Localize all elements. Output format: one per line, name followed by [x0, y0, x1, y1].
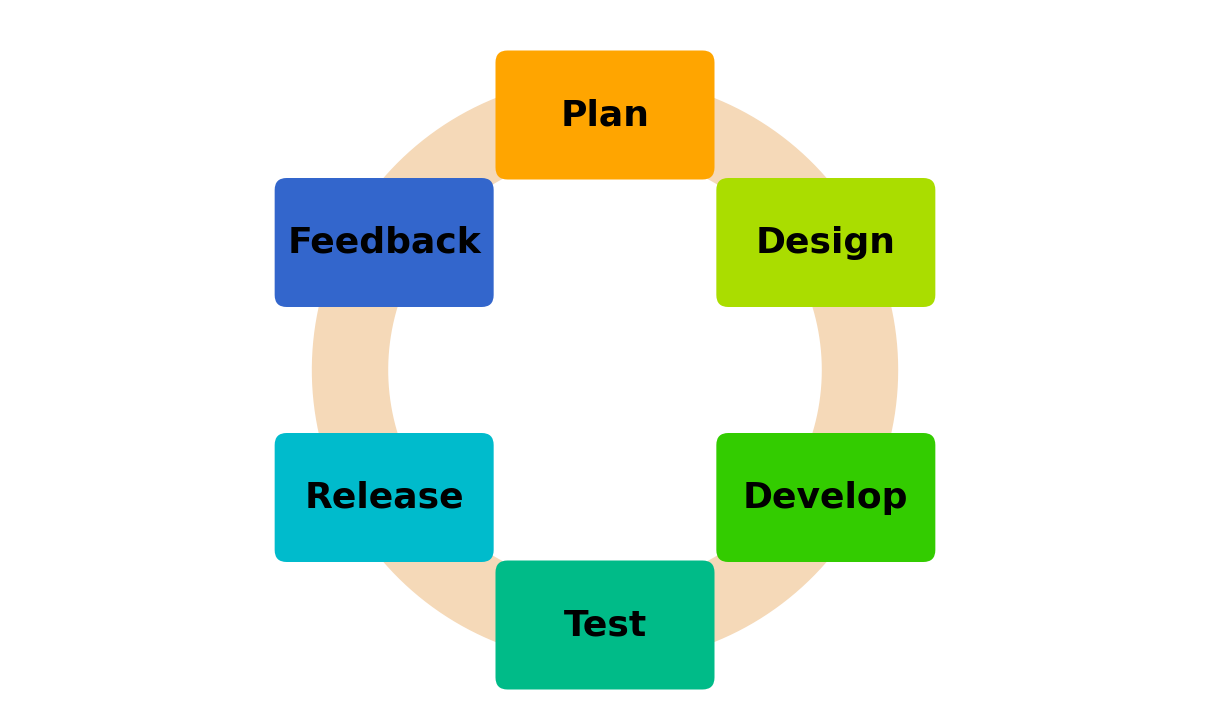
Text: Release: Release	[305, 481, 463, 515]
FancyBboxPatch shape	[275, 178, 494, 307]
Text: Test: Test	[564, 608, 646, 642]
FancyBboxPatch shape	[496, 51, 714, 179]
FancyBboxPatch shape	[716, 433, 935, 562]
Text: Plan: Plan	[560, 98, 650, 132]
Text: Feedback: Feedback	[287, 226, 482, 260]
Text: Design: Design	[756, 226, 895, 260]
FancyBboxPatch shape	[716, 178, 935, 307]
Text: Develop: Develop	[743, 481, 909, 515]
FancyBboxPatch shape	[496, 560, 714, 690]
FancyBboxPatch shape	[275, 433, 494, 562]
